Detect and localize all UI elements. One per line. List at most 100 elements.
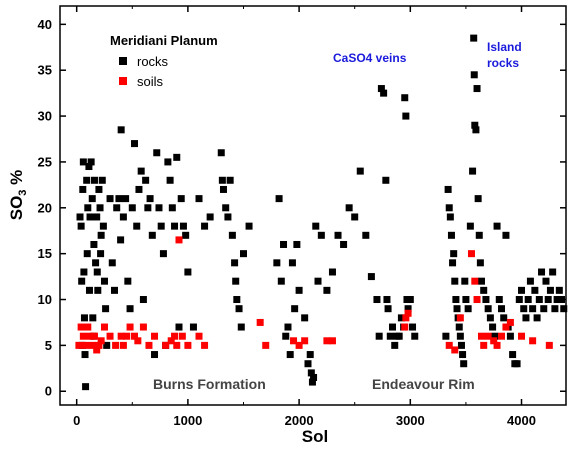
rocks-point-101	[301, 314, 309, 322]
rocks-point-182	[506, 332, 514, 340]
rocks-point-152	[456, 332, 464, 340]
soils-point-18	[131, 332, 139, 340]
rocks-point-191	[526, 277, 534, 285]
soils-point-16	[123, 332, 131, 340]
rocks-point-4	[79, 185, 87, 193]
rocks-point-118	[367, 273, 375, 281]
rocks-point-40	[117, 236, 125, 244]
rocks-point-59	[157, 222, 165, 230]
y-tick-label-15: 15	[38, 246, 52, 261]
rocks-point-23	[93, 213, 101, 221]
rocks-point-69	[179, 222, 187, 230]
soils-point-34	[290, 337, 298, 345]
annotation-burns-formation: Burns Formation	[153, 376, 266, 392]
rocks-point-151	[455, 323, 463, 331]
rocks-point-109	[317, 231, 325, 239]
rocks-point-7	[80, 314, 88, 322]
rocks-point-160	[469, 167, 477, 175]
rocks-point-65	[171, 222, 179, 230]
rocks-point-64	[168, 204, 176, 212]
rocks-point-29	[97, 231, 105, 239]
rocks-point-56	[151, 351, 159, 359]
soils-point-17	[126, 323, 134, 331]
rocks-point-10	[83, 176, 91, 184]
soils-point-56	[518, 332, 526, 340]
rocks-point-81	[226, 176, 234, 184]
rocks-point-171	[482, 296, 490, 304]
rocks-point-95	[284, 323, 292, 331]
x-tick-label-0: 0	[73, 413, 80, 428]
rocks-point-195	[535, 296, 543, 304]
rocks-point-163	[471, 121, 479, 129]
soils-point-22	[151, 332, 159, 340]
soils-point-31	[201, 341, 209, 349]
plot-frame	[59, 5, 567, 406]
rocks-point-145	[449, 259, 457, 267]
rocks-point-174	[489, 323, 497, 331]
soils-point-39	[401, 323, 409, 331]
rocks-point-70	[182, 231, 190, 239]
soils-point-3	[82, 341, 90, 349]
rocks-point-205	[558, 296, 566, 304]
rocks-point-177	[495, 296, 503, 304]
soils-point-25	[171, 332, 179, 340]
rocks-point-84	[232, 277, 240, 285]
rocks-point-105	[308, 378, 316, 386]
soils-point-40	[402, 314, 410, 322]
annotation-endeavour-rim: Endeavour Rim	[372, 376, 475, 392]
rocks-point-25	[94, 286, 102, 294]
rocks-point-138	[409, 323, 417, 331]
rocks-point-79	[222, 204, 230, 212]
rocks-point-190	[524, 296, 532, 304]
y-tick-label-35: 35	[38, 63, 52, 78]
soils-point-10	[97, 337, 105, 345]
rocks-point-22	[92, 259, 100, 267]
rocks-point-157	[462, 296, 470, 304]
soils-point-30	[195, 332, 203, 340]
rocks-point-55	[148, 231, 156, 239]
rocks-point-46	[128, 204, 136, 212]
rocks-point-88	[239, 250, 247, 258]
rocks-point-21	[90, 176, 98, 184]
soils-point-52	[493, 341, 501, 349]
soils-point-43	[451, 346, 459, 354]
rocks-point-78	[219, 185, 227, 193]
rocks-point-45	[126, 305, 134, 313]
rocks-point-73	[195, 195, 203, 203]
rocks-point-193	[531, 286, 539, 294]
svg-text:SO3 %: SO3 %	[7, 170, 29, 221]
rocks-point-188	[520, 305, 528, 313]
rocks-point-60	[159, 250, 167, 258]
soils-point-19	[134, 337, 142, 345]
rocks-point-12	[84, 204, 92, 212]
rocks-point-47	[131, 140, 139, 148]
rocks-point-153	[457, 341, 465, 349]
soils-point-8	[93, 346, 101, 354]
soils-point-15	[119, 341, 127, 349]
rocks-point-161	[470, 34, 478, 42]
rocks-point-199	[544, 296, 552, 304]
rocks-point-197	[540, 305, 548, 313]
soils-point-4	[84, 323, 92, 331]
rocks-point-90	[273, 259, 281, 267]
rocks-point-9	[82, 383, 90, 391]
soils-point-14	[117, 332, 125, 340]
rocks-point-114	[345, 204, 353, 212]
soils-point-38	[328, 337, 336, 345]
rocks-point-74	[201, 222, 209, 230]
rocks-point-75	[206, 213, 214, 221]
soils-point-53	[497, 332, 505, 340]
rocks-point-58	[155, 204, 163, 212]
annotation-island: Island	[487, 40, 522, 54]
rocks-point-173	[486, 314, 494, 322]
rocks-point-107	[312, 222, 320, 230]
soils-point-45	[467, 250, 475, 258]
rocks-point-124	[383, 296, 391, 304]
rocks-point-128	[391, 341, 399, 349]
rocks-point-137	[406, 296, 414, 304]
soils-point-50	[484, 332, 492, 340]
rocks-point-201	[549, 268, 557, 276]
y-tick-label-20: 20	[38, 200, 52, 215]
soils-point-41	[404, 309, 412, 317]
